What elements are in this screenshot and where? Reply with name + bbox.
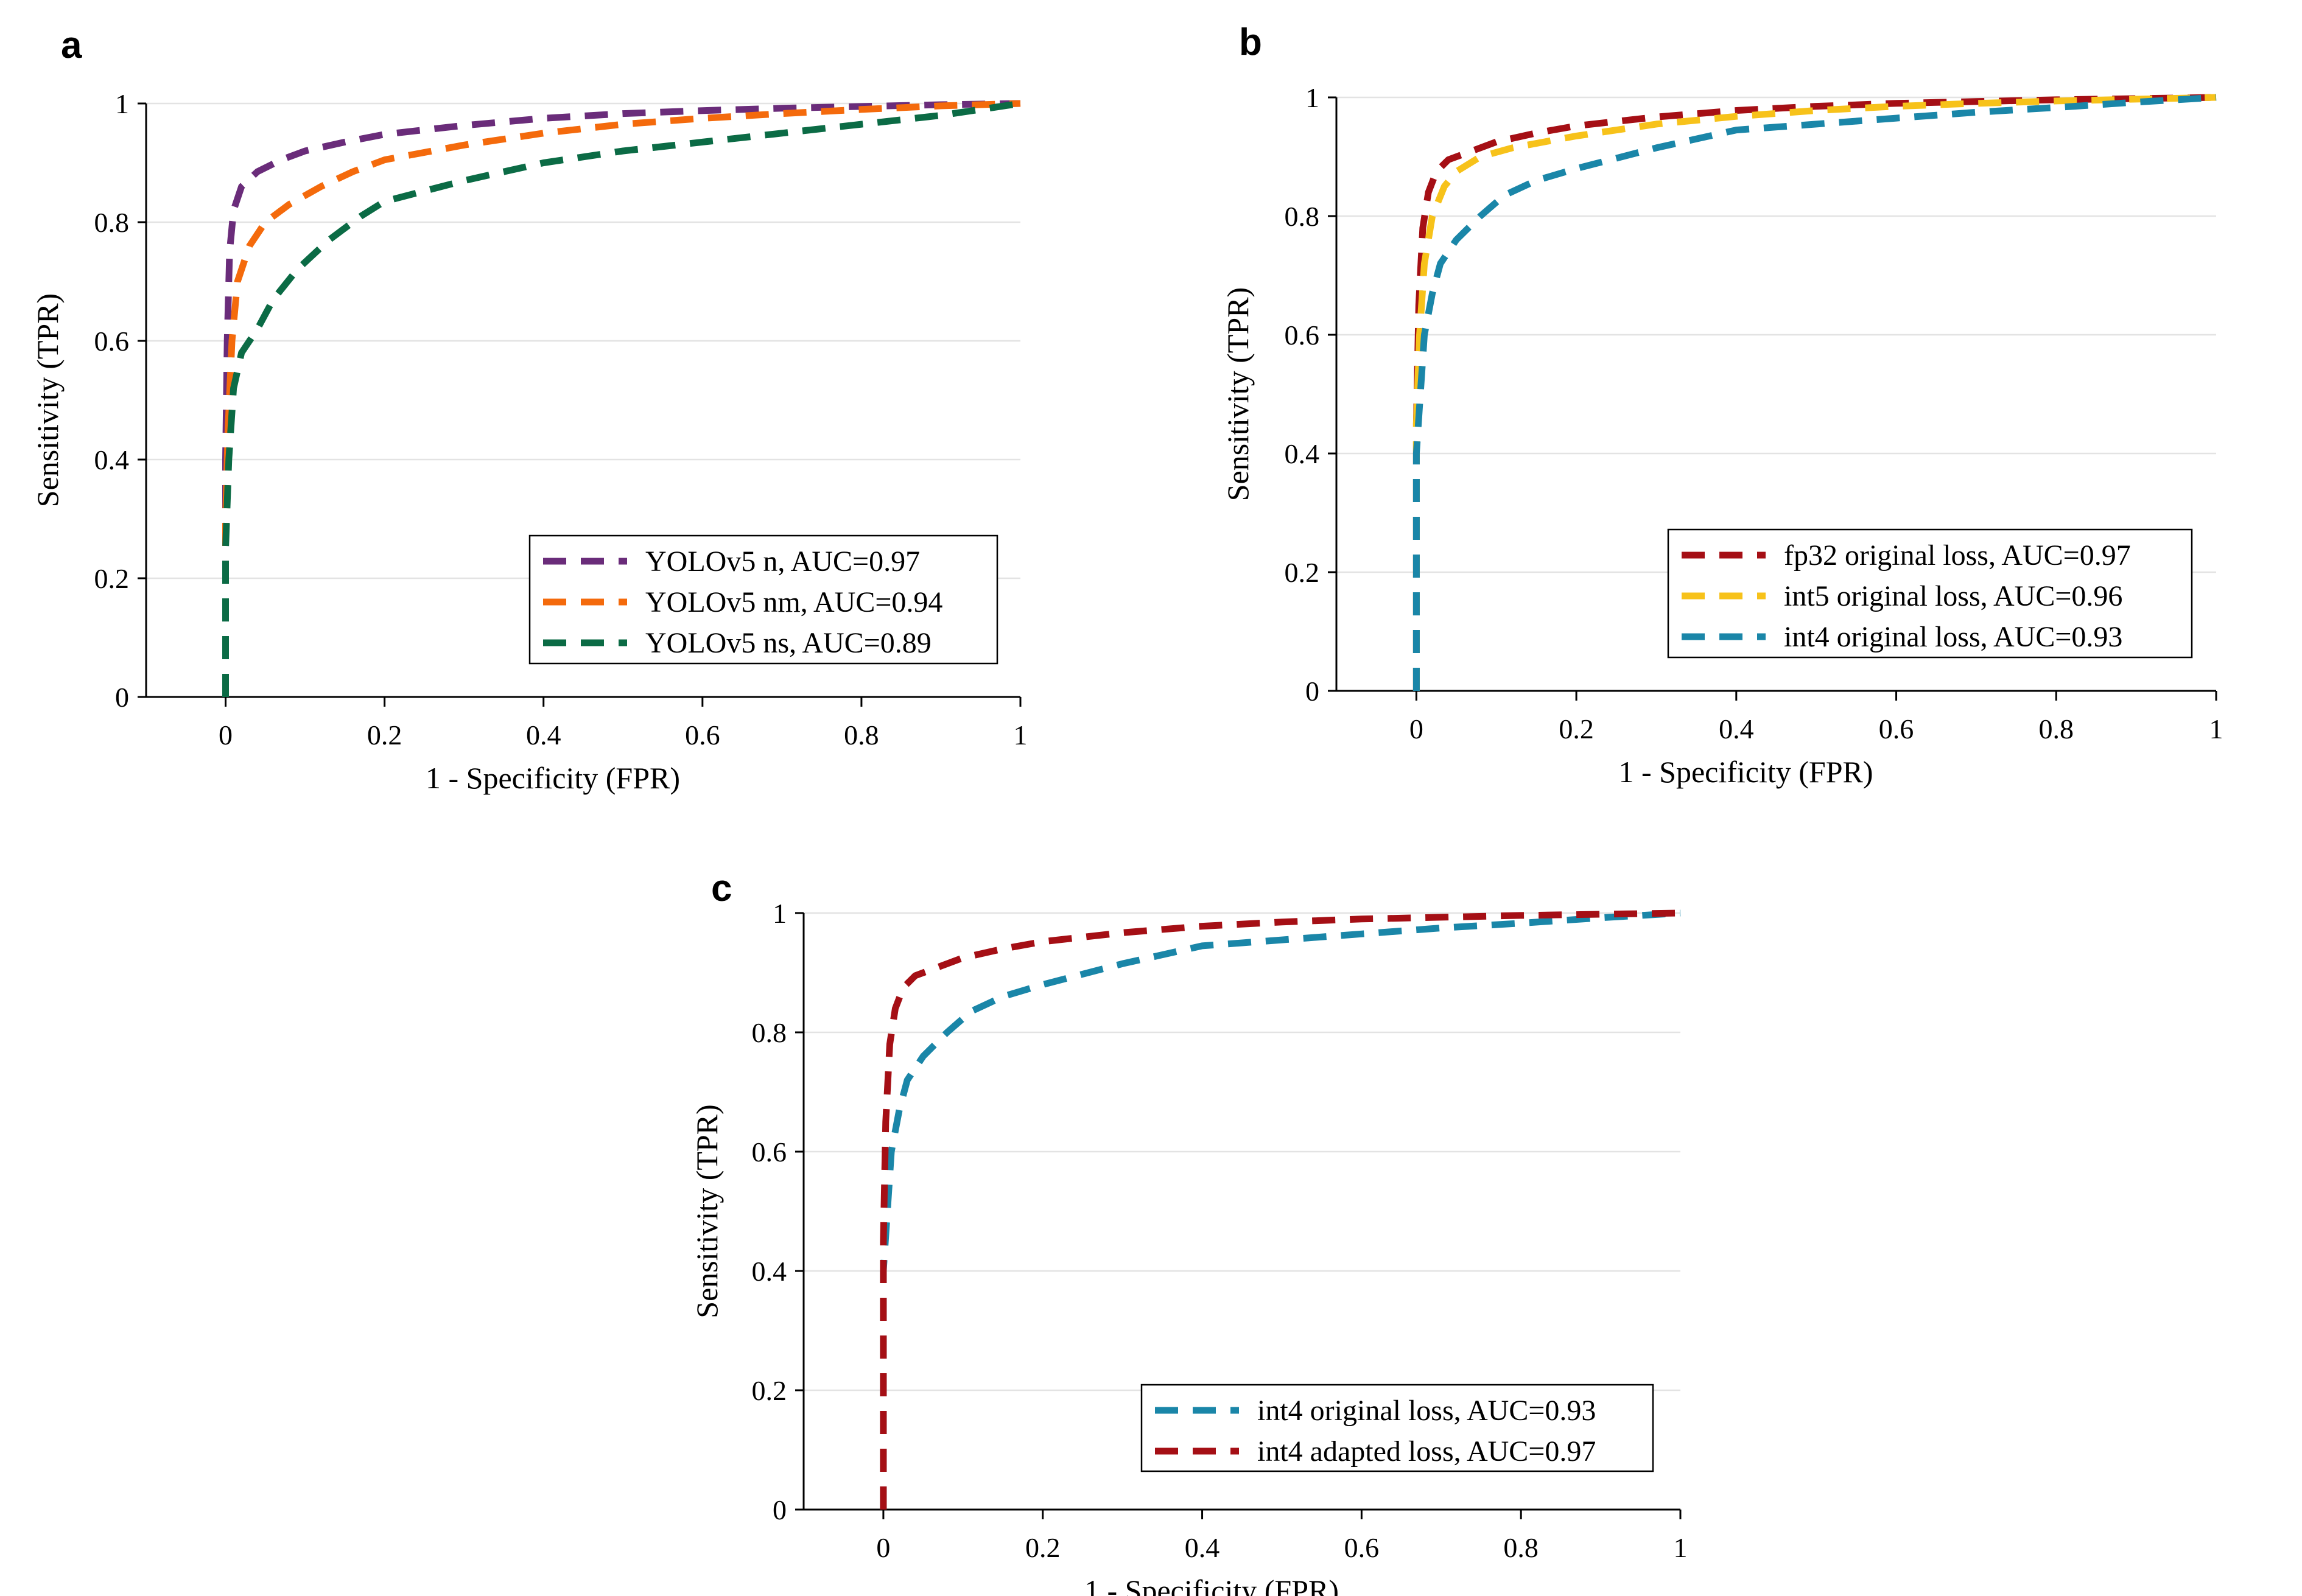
x-tick-label: 0.2: [1559, 713, 1594, 744]
x-tick-label: 0.2: [367, 719, 402, 751]
y-tick-label: 0: [773, 1494, 787, 1525]
legend-label: int4 original loss, AUC=0.93: [1784, 621, 2122, 653]
y-tick-label: 0: [1305, 676, 1319, 707]
y-tick-label: 0.8: [94, 207, 130, 238]
series-line: [1412, 94, 2217, 691]
x-tick-label: 0.4: [1185, 1532, 1220, 1563]
x-axis-title: 1 - Specificity (FPR): [1618, 755, 1873, 789]
y-tick-label: 0.4: [1285, 438, 1320, 469]
series-line: [222, 100, 1021, 697]
x-tick-label: 0.6: [1344, 1532, 1380, 1563]
x-tick-label: 0.8: [2039, 713, 2074, 744]
legend-label: int4 original loss, AUC=0.93: [1257, 1395, 1596, 1427]
y-tick-label: 0.8: [1285, 201, 1320, 232]
chart-panel-b: 0 0.2 0.4 0.6 0.8 1 0 0.2 0.4 0.6 0.8 1 1 - Specific…: [1221, 82, 2223, 789]
chart-panel-a: 0 0.2 0.4 0.6 0.8 1 0 0.2 0.4 0.6 0.8 1 1 - Specific…: [30, 88, 1028, 795]
x-tick-label: 0.8: [844, 719, 879, 751]
x-tick-label: 0.4: [526, 719, 561, 751]
panel-letter-c: c: [711, 867, 732, 909]
legend-label: YOLOv5 n, AUC=0.97: [645, 545, 920, 578]
x-tick-label: 1: [1674, 1532, 1688, 1563]
legend-label: int5 original loss, AUC=0.96: [1784, 580, 2122, 612]
x-tick-label: 1: [2209, 713, 2223, 744]
series-line: [880, 909, 1681, 1510]
x-axis-title: 1 - Specificity (FPR): [426, 761, 680, 795]
series-line: [1412, 94, 2217, 691]
y-tick-label: 0: [115, 682, 129, 713]
y-tick-label: 0.4: [752, 1256, 787, 1287]
legend-label: int4 adapted loss, AUC=0.97: [1257, 1435, 1596, 1468]
legend-box: [1140, 1384, 1654, 1472]
panel-letter-b: b: [1239, 21, 1262, 63]
series-line: [1412, 94, 2217, 691]
y-axis-title: Sensitivity (TPR): [30, 293, 65, 507]
y-tick-label: 1: [1305, 82, 1319, 113]
y-tick-label: 0.2: [94, 563, 130, 594]
y-axis-title: Sensitivity (TPR): [1221, 287, 1255, 501]
y-tick-label: 0.6: [1285, 320, 1320, 351]
legend-box: [528, 534, 998, 665]
x-tick-label: 0.2: [1025, 1532, 1061, 1563]
y-tick-label: 1: [773, 898, 787, 929]
x-tick-label: 0: [219, 719, 233, 751]
series-line: [880, 909, 1681, 1510]
y-tick-label: 0.6: [752, 1136, 787, 1167]
y-tick-label: 0.2: [1285, 557, 1320, 588]
legend-box: [1667, 528, 2193, 659]
y-tick-label: 0.4: [94, 444, 130, 475]
x-tick-label: 0: [876, 1532, 890, 1563]
chart-panel-c: 0 0.2 0.4 0.6 0.8 1 0 0.2 0.4 0.6 0.8 1 1 - Specific…: [690, 898, 1688, 1596]
y-tick-label: 0.8: [752, 1017, 787, 1048]
legend-label: fp32 original loss, AUC=0.97: [1784, 539, 2131, 572]
series-line: [222, 100, 1021, 697]
x-tick-label: 0.4: [1719, 713, 1754, 744]
x-tick-label: 0.8: [1503, 1532, 1539, 1563]
legend-label: YOLOv5 nm, AUC=0.94: [645, 586, 942, 618]
legend-label: YOLOv5 ns, AUC=0.89: [645, 627, 932, 659]
y-axis-title: Sensitivity (TPR): [690, 1104, 724, 1318]
panel-letter-a: a: [61, 24, 82, 66]
x-tick-label: 0: [1409, 713, 1423, 744]
x-tick-label: 0.6: [685, 719, 720, 751]
y-tick-label: 1: [115, 88, 129, 119]
y-tick-label: 0.2: [752, 1375, 787, 1406]
y-tick-label: 0.6: [94, 326, 130, 357]
x-tick-label: 0.6: [1879, 713, 1914, 744]
x-axis-title: 1 - Specificity (FPR): [1084, 1573, 1339, 1596]
series-line: [222, 100, 1021, 697]
x-tick-label: 1: [1014, 719, 1028, 751]
